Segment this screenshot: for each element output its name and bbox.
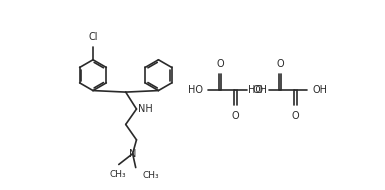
Text: OH: OH [313, 85, 327, 95]
Text: Cl: Cl [88, 32, 98, 42]
Text: O: O [216, 59, 224, 69]
Text: HO: HO [188, 85, 203, 95]
Text: OH: OH [253, 85, 267, 95]
Text: CH₃: CH₃ [110, 170, 126, 179]
Text: CH₃: CH₃ [143, 171, 159, 180]
Text: N: N [129, 149, 136, 159]
Text: NH: NH [138, 104, 153, 114]
Text: HO: HO [248, 85, 263, 95]
Text: O: O [292, 111, 299, 121]
Text: O: O [276, 59, 284, 69]
Text: O: O [232, 111, 239, 121]
